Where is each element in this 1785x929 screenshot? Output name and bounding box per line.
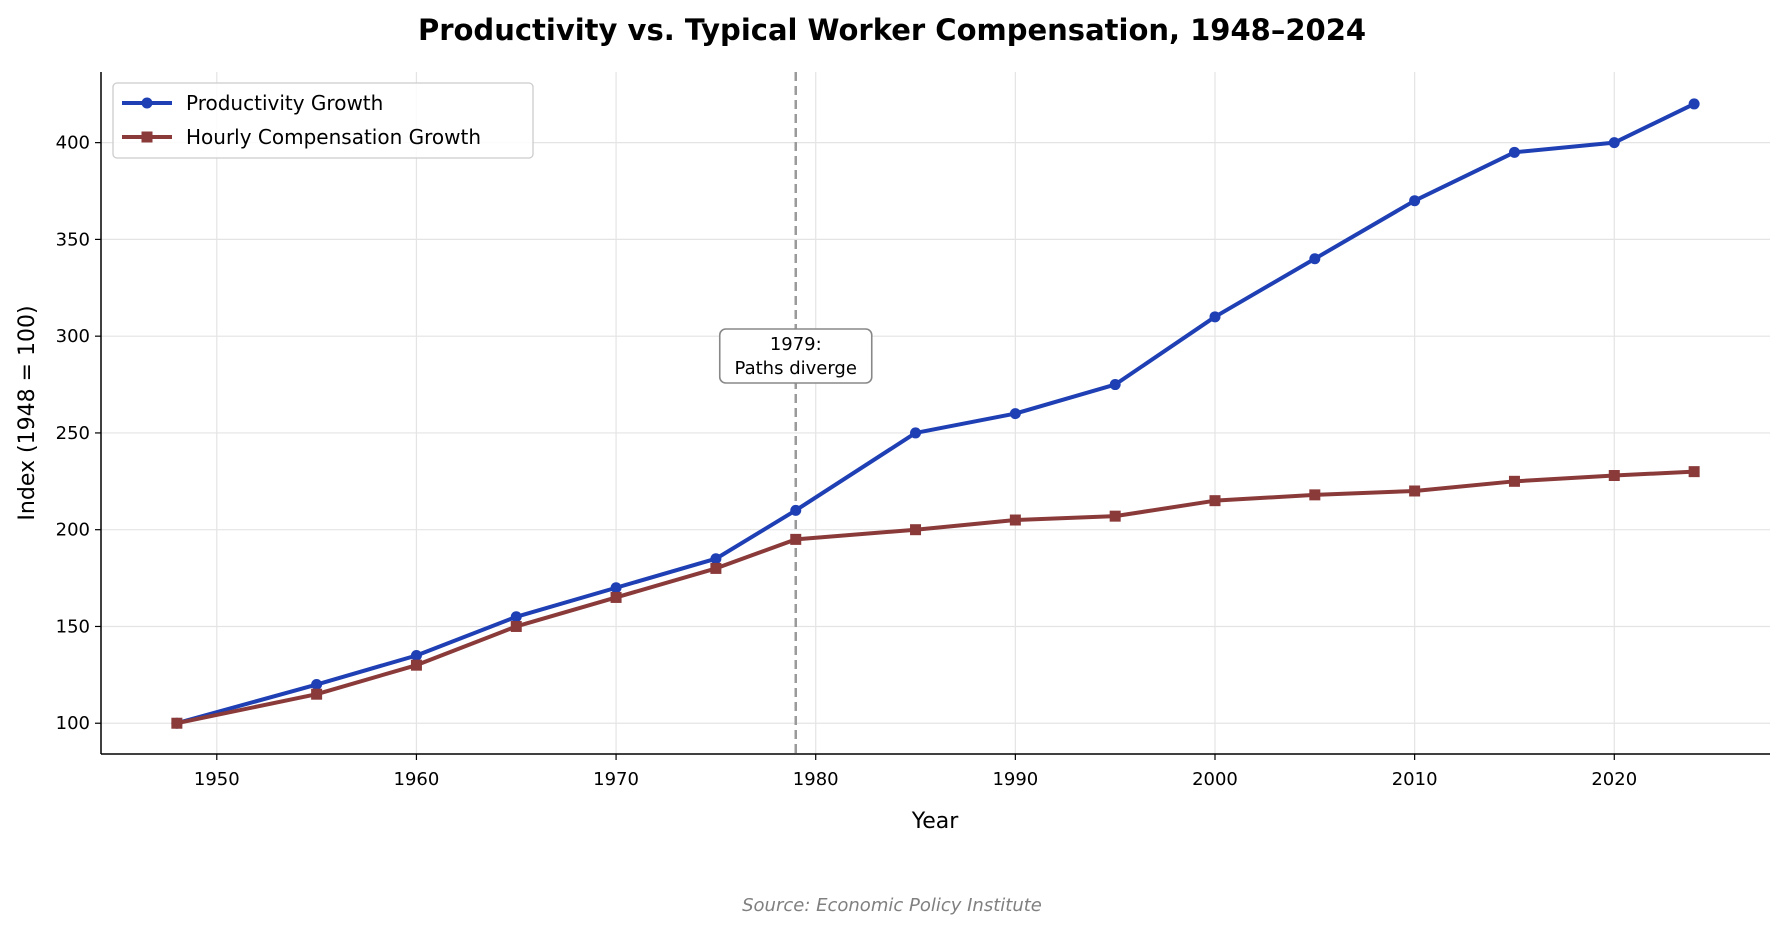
x-tick-label: 1970 [593, 769, 639, 790]
data-point-compensation [171, 717, 183, 729]
y-tick-label: 200 [56, 520, 90, 541]
data-point-productivity [1409, 195, 1421, 207]
y-tick-label: 400 [56, 133, 90, 154]
legend-item-compensation: Hourly Compensation Growth [122, 125, 481, 149]
data-point-compensation [1409, 485, 1421, 497]
data-point-compensation [1508, 475, 1520, 487]
data-point-compensation [311, 688, 323, 700]
divergence-annotation: 1979: Paths diverge [718, 328, 873, 384]
legend-marker-productivity [141, 97, 153, 109]
y-tick-label: 300 [56, 326, 90, 347]
data-point-compensation [1608, 470, 1620, 482]
data-point-compensation [510, 620, 522, 632]
data-point-productivity [1209, 311, 1221, 323]
axes: 1950 1960 1970 1980 1990 2000 2010 2020 100 150 20… [56, 72, 1770, 790]
series-group [171, 98, 1700, 729]
data-point-compensation [1688, 466, 1700, 478]
data-point-productivity [1508, 146, 1520, 158]
x-tick-label: 1950 [194, 769, 240, 790]
data-point-productivity [1688, 98, 1700, 110]
data-point-productivity [410, 649, 422, 661]
data-point-compensation [1209, 495, 1221, 507]
data-point-productivity [1009, 408, 1021, 420]
legend-marker-compensation [141, 131, 153, 143]
data-point-productivity [790, 504, 802, 516]
chart-title: Productivity vs. Typical Worker Compensa… [418, 13, 1366, 47]
y-tick-label: 250 [56, 423, 90, 444]
x-tick-label: 2010 [1392, 769, 1438, 790]
series-line-compensation [176, 469, 1695, 726]
x-axis-label: Year [911, 809, 960, 834]
x-tick-label: 2000 [1192, 769, 1238, 790]
data-point-compensation [710, 562, 722, 574]
y-tick-label: 100 [56, 713, 90, 734]
data-point-productivity [910, 427, 922, 439]
y-tick-label: 150 [56, 616, 90, 637]
data-point-productivity [1608, 137, 1620, 149]
y-tick-label: 350 [56, 229, 90, 250]
data-point-productivity [610, 582, 622, 594]
legend-box [112, 82, 534, 159]
source-note: Source: Economic Policy Institute [742, 895, 1042, 916]
legend-label-compensation: Hourly Compensation Growth [186, 125, 481, 149]
x-tick-label: 1990 [992, 769, 1038, 790]
data-point-compensation [790, 533, 802, 545]
data-point-compensation [910, 524, 922, 536]
data-point-compensation [1109, 510, 1121, 522]
data-point-compensation [1309, 489, 1321, 501]
gridlines [101, 72, 1770, 754]
y-axis-label: Index (1948 = 100) [15, 305, 40, 520]
legend-item-productivity: Productivity Growth [122, 91, 383, 115]
data-point-productivity [710, 553, 722, 565]
x-tick-label: 1980 [793, 769, 839, 790]
data-point-productivity [311, 679, 323, 691]
data-point-compensation [1009, 514, 1021, 526]
x-tick-label: 1960 [394, 769, 440, 790]
data-point-compensation [410, 659, 422, 671]
x-tick-label: 2020 [1591, 769, 1637, 790]
annotation-line-1: 1979: [770, 334, 822, 355]
annotation-line-2: Paths diverge [735, 358, 857, 379]
series-line-productivity [176, 102, 1696, 726]
legend-label-productivity: Productivity Growth [186, 91, 383, 115]
data-point-productivity [1109, 379, 1121, 391]
annotation-box [718, 328, 873, 384]
data-point-productivity [510, 611, 522, 623]
legend: Productivity Growth Hourly Compensation … [112, 82, 534, 159]
data-point-productivity [1309, 253, 1321, 265]
data-point-compensation [610, 591, 622, 603]
